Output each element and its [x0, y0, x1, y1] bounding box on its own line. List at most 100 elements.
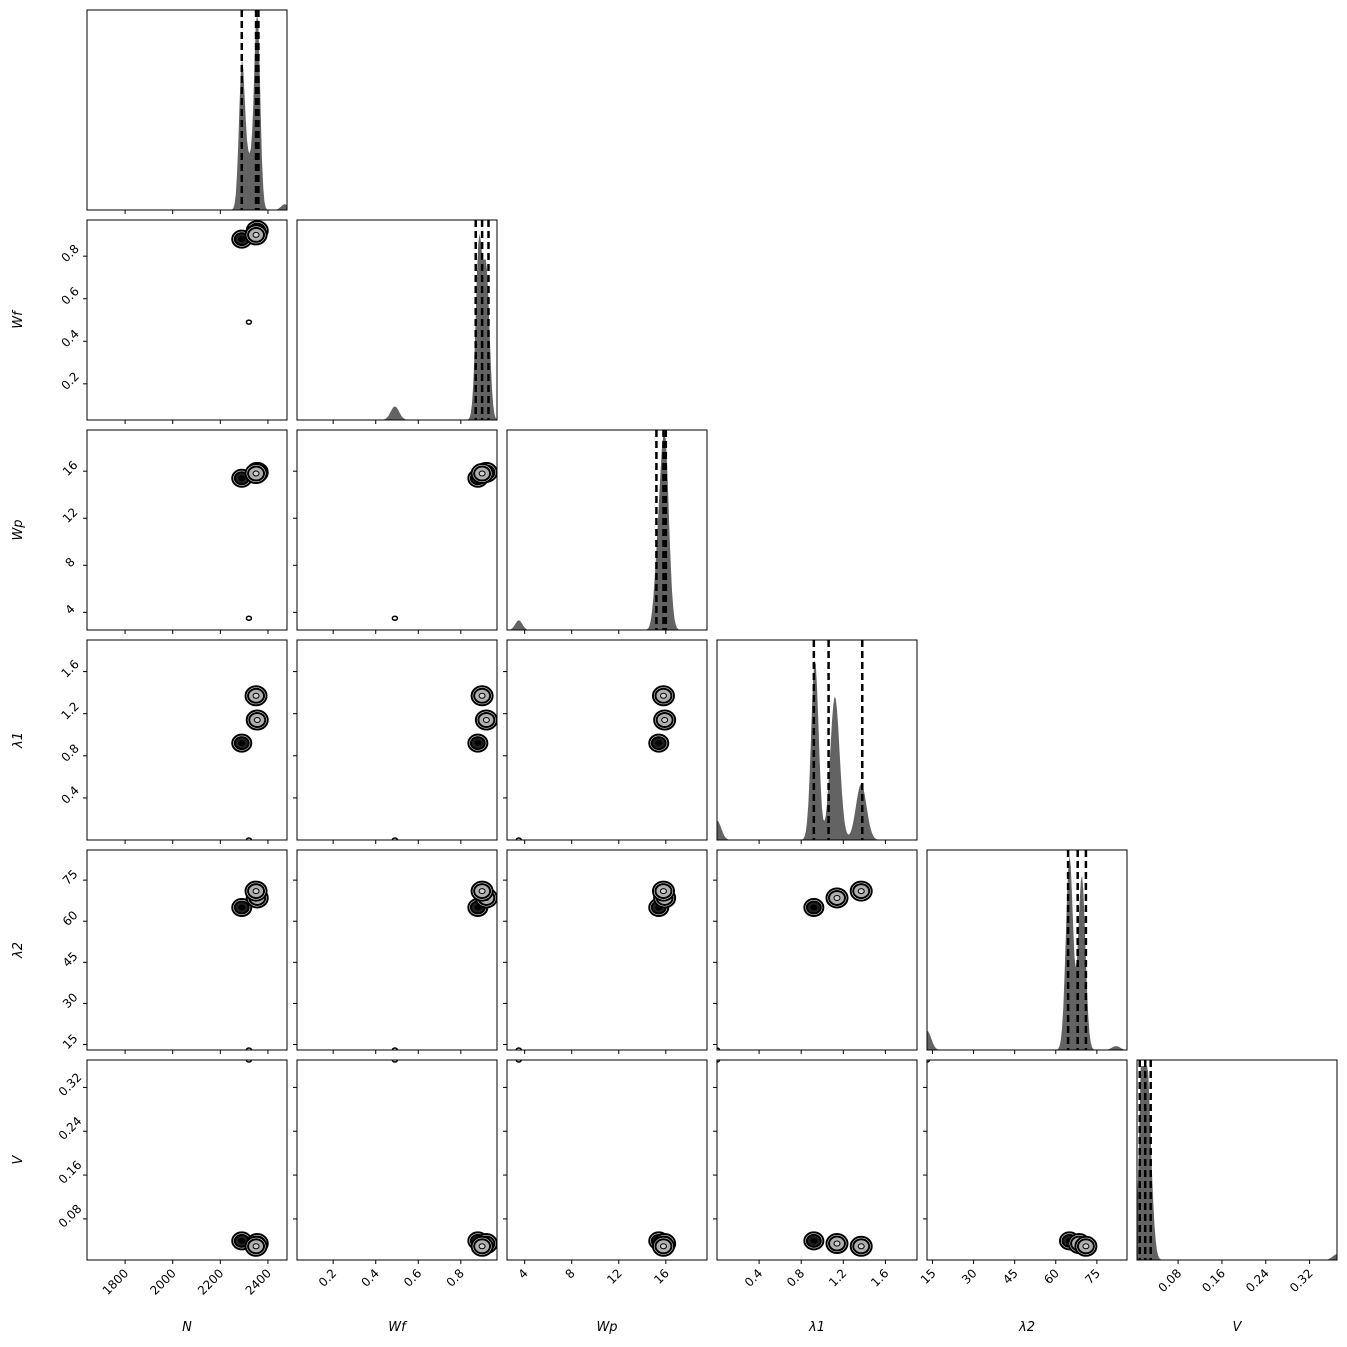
x-tick-label: 0.4 [358, 1266, 381, 1289]
panel-frame [716, 1059, 918, 1261]
x-tick-label: 1800 [100, 1266, 131, 1297]
x-tick-label: 0.6 [401, 1266, 424, 1289]
panel-frame [926, 849, 1128, 1051]
panel-frame [506, 849, 708, 1051]
contour-inner [857, 888, 865, 895]
contour-inner [474, 740, 482, 747]
panel-frame [506, 429, 708, 631]
panel-frame [296, 1059, 498, 1261]
panel-frame [296, 429, 498, 631]
contour-inner [833, 894, 841, 901]
panel-frame [86, 639, 288, 841]
y-tick-label: 1.2 [58, 699, 81, 722]
x-tick-label: 0.16 [1199, 1266, 1228, 1295]
y-tick-label: 15 [60, 1031, 81, 1052]
contour-inner [238, 475, 246, 482]
outlier-contour [391, 615, 399, 621]
x-tick-label: 0.32 [1287, 1266, 1316, 1295]
x-tick-label: 0.8 [444, 1266, 467, 1289]
y-tick-label: 0.6 [58, 284, 81, 307]
panel-l1-Wp [503, 639, 708, 844]
panel-frame [296, 639, 498, 841]
panel-frame [506, 639, 708, 841]
x-tick-label: 0.8 [784, 1266, 807, 1289]
outlier-contour [245, 319, 253, 325]
x-axis-label-Wf: Wf [388, 1320, 408, 1335]
contour-inner [659, 692, 667, 699]
x-tick-label: 16 [651, 1266, 672, 1287]
panel-frame [716, 639, 918, 841]
x-tick-label: 1.6 [868, 1266, 891, 1289]
contour-inner [252, 692, 260, 699]
contour-inner [474, 904, 482, 911]
y-tick-label: 1.6 [58, 657, 81, 680]
contour-inner [857, 1243, 865, 1250]
y-tick-label: 0.2 [58, 369, 81, 392]
y-axis-label-V: V [11, 1154, 26, 1164]
contour-inner [252, 888, 260, 895]
panel-frame [86, 219, 288, 421]
y-tick-label: 4 [63, 602, 78, 617]
y-tick-label: 60 [60, 908, 81, 929]
x-tick-label: 0.08 [1155, 1266, 1184, 1295]
y-tick-label: 0.8 [58, 242, 81, 265]
x-tick-label: 2000 [147, 1266, 178, 1297]
histogram-l2 [927, 856, 1127, 1050]
x-tick-label: 75 [1082, 1266, 1103, 1287]
x-tick-label: 2200 [195, 1266, 226, 1297]
y-axis-label-Wf: Wf [11, 309, 26, 329]
panel-Wp-Wf [293, 429, 498, 634]
contour-inner [238, 1237, 246, 1244]
y-tick-label: 0.32 [56, 1070, 85, 1099]
y-tick-label: 30 [60, 990, 81, 1011]
contour-inner [238, 740, 246, 747]
y-tick-label: 0.4 [58, 783, 81, 806]
contour-inner [810, 904, 818, 911]
histogram-Wp [507, 436, 707, 630]
panel-l2-Wp [503, 849, 708, 1054]
panel-l1-N: 0.4 0.8 1.2 1.6 [58, 639, 288, 844]
y-tick-label: 8 [63, 555, 78, 570]
panel-frame [86, 849, 288, 1051]
y-tick-label: 0.4 [58, 327, 81, 350]
y-axis-label-l2: λ2 [11, 942, 26, 959]
contour-inner [252, 231, 260, 238]
panel-frame [86, 1059, 288, 1261]
panel-l2-l2 [926, 849, 1128, 1054]
panel-frame [1136, 1059, 1338, 1261]
contour-inner [478, 888, 486, 895]
contour-inner [482, 717, 490, 723]
x-axis-label-N: N [182, 1320, 192, 1335]
x-tick-label: 15 [918, 1266, 939, 1287]
panel-V-V: 0.08 0.16 0.24 0.32 [1136, 1059, 1338, 1295]
contour-inner [655, 740, 663, 747]
panel-Wp-N: 4 8 12 16 [60, 429, 288, 634]
x-tick-label: 0.24 [1243, 1266, 1272, 1295]
contour-inner [810, 1237, 818, 1244]
x-axis-label-Wp: Wp [596, 1320, 617, 1335]
panel-frame [86, 429, 288, 631]
y-tick-label: 0.8 [58, 741, 81, 764]
x-axis-label-V: V [1233, 1320, 1243, 1335]
x-tick-label: 60 [1041, 1266, 1062, 1287]
x-axis-label-l1: λ1 [808, 1320, 825, 1335]
contour-inner [253, 717, 261, 723]
x-tick-label: 8 [563, 1266, 578, 1281]
contour-inner [833, 1240, 841, 1247]
panel-Wf-N: 0.2 0.4 0.6 0.8 [58, 219, 288, 424]
y-tick-label: 0.16 [56, 1158, 85, 1187]
outlier-contour [245, 615, 253, 621]
contour-inner [478, 1243, 486, 1250]
panel-V-l1: 0.4 0.8 1.2 1.6 [713, 1059, 918, 1290]
x-tick-label: 1.2 [826, 1266, 849, 1289]
x-tick-label: 2400 [243, 1266, 274, 1297]
y-tick-label: 75 [60, 867, 81, 888]
contour-inner [1082, 1243, 1090, 1250]
y-axis-label-l1: λ1 [11, 732, 26, 749]
panel-l2-Wf [293, 849, 498, 1054]
panel-l2-N: 15 30 45 60 75 [60, 849, 288, 1054]
contour-inner [659, 1243, 667, 1250]
x-tick-label: 45 [1000, 1266, 1021, 1287]
contour-inner [661, 717, 669, 723]
